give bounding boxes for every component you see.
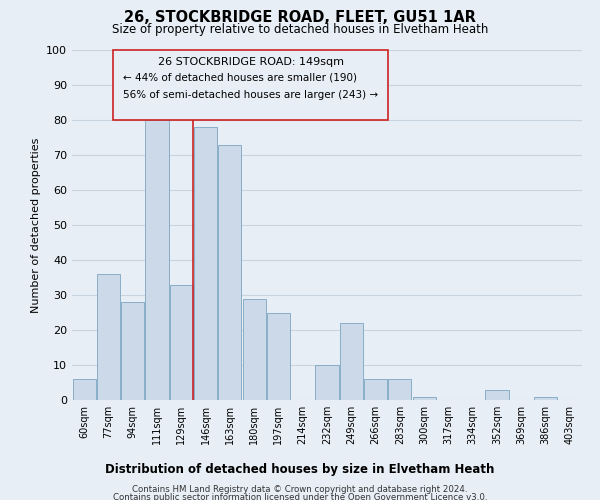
Text: Size of property relative to detached houses in Elvetham Heath: Size of property relative to detached ho…	[112, 22, 488, 36]
Bar	[364, 379, 387, 400]
Bar	[340, 323, 363, 400]
Bar	[485, 390, 509, 400]
Bar	[97, 274, 120, 400]
Bar	[267, 312, 290, 400]
Bar	[73, 379, 95, 400]
Bar	[316, 365, 338, 400]
Text: 26 STOCKBRIDGE ROAD: 149sqm: 26 STOCKBRIDGE ROAD: 149sqm	[157, 57, 343, 67]
Bar	[534, 396, 557, 400]
Text: Distribution of detached houses by size in Elvetham Heath: Distribution of detached houses by size …	[106, 462, 494, 475]
Bar	[388, 379, 412, 400]
Y-axis label: Number of detached properties: Number of detached properties	[31, 138, 41, 312]
Text: 26, STOCKBRIDGE ROAD, FLEET, GU51 1AR: 26, STOCKBRIDGE ROAD, FLEET, GU51 1AR	[124, 10, 476, 25]
Text: Contains HM Land Registry data © Crown copyright and database right 2024.: Contains HM Land Registry data © Crown c…	[132, 485, 468, 494]
Bar	[121, 302, 144, 400]
Bar	[194, 127, 217, 400]
Text: ← 44% of detached houses are smaller (190): ← 44% of detached houses are smaller (19…	[123, 72, 357, 83]
Bar	[170, 284, 193, 400]
Bar	[145, 120, 169, 400]
Bar	[218, 144, 241, 400]
Bar	[113, 50, 388, 120]
Bar	[413, 396, 436, 400]
Bar	[242, 298, 266, 400]
Text: 56% of semi-detached houses are larger (243) →: 56% of semi-detached houses are larger (…	[123, 90, 378, 100]
Text: Contains public sector information licensed under the Open Government Licence v3: Contains public sector information licen…	[113, 494, 487, 500]
